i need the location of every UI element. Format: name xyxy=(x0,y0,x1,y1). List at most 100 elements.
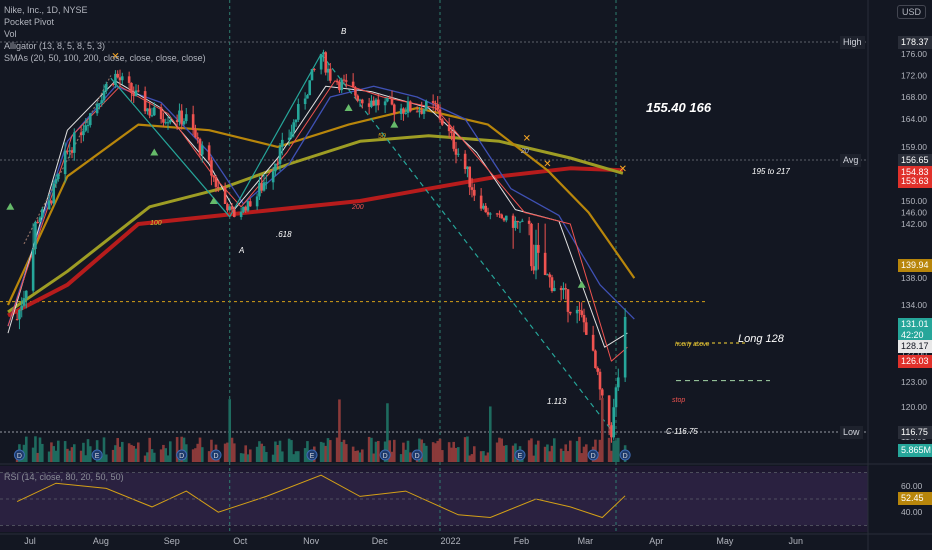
volume-bar xyxy=(367,436,371,462)
volume-bar xyxy=(152,452,156,462)
volume-bar xyxy=(598,439,602,462)
currency-button[interactable]: USD xyxy=(896,5,926,19)
volume-bar xyxy=(102,437,106,462)
volume-bar xyxy=(303,448,307,462)
volume-bar xyxy=(52,446,56,462)
volume-bar xyxy=(54,450,58,462)
candle-body xyxy=(306,95,309,99)
candle-body xyxy=(415,111,419,113)
candle-body xyxy=(511,215,515,228)
candle-body xyxy=(502,218,506,221)
volume-bar xyxy=(118,446,122,462)
candle-body xyxy=(607,395,611,426)
volume-bar xyxy=(232,443,236,462)
candle-body xyxy=(146,108,149,112)
legend-rsi: RSI (14, close, 80, 20, 50, 50) xyxy=(4,472,124,482)
volume-bar xyxy=(488,406,492,462)
candle-body xyxy=(548,274,552,278)
volume-bar xyxy=(111,449,115,462)
volume-bar xyxy=(466,436,469,462)
candle-body xyxy=(312,68,316,70)
candle-body xyxy=(258,183,261,197)
candle-body xyxy=(322,52,325,55)
candle-body xyxy=(488,213,492,215)
volume-bar xyxy=(150,449,154,462)
event-badge xyxy=(210,449,222,461)
pocket-pivot-marker xyxy=(577,280,586,288)
x-tick-label: Mar xyxy=(578,536,594,546)
candle-body xyxy=(200,145,204,155)
volume-bar xyxy=(388,440,392,462)
volume-bar xyxy=(198,437,202,462)
candle-body xyxy=(184,114,188,122)
volume-bar xyxy=(143,455,147,462)
legend-alligator[interactable]: Alligator (13, 8, 5, 8, 5, 3) xyxy=(4,41,106,51)
event-badge xyxy=(514,449,526,461)
price-tag-label: Avg xyxy=(840,154,862,167)
candle-body xyxy=(111,84,115,86)
candle-body xyxy=(383,101,387,106)
price-tag: 178.37 xyxy=(898,36,932,49)
candle-body xyxy=(484,205,488,213)
volume-bar xyxy=(575,441,579,462)
candle-body xyxy=(623,316,627,378)
volume-bar xyxy=(420,439,424,462)
candle-body xyxy=(294,119,298,123)
volume-bar xyxy=(504,445,508,462)
legend-symbol[interactable]: Nike, Inc., 1D, NYSE xyxy=(4,5,88,15)
wave-line-3 xyxy=(320,53,612,431)
event-badge xyxy=(176,449,188,461)
volume-bar xyxy=(290,440,293,462)
volume-bar xyxy=(40,443,44,462)
event-badge-letter: D xyxy=(179,453,184,460)
volume-bar xyxy=(164,448,168,462)
candle-body xyxy=(374,99,378,106)
volume-bar xyxy=(338,399,341,462)
candle-body xyxy=(598,371,602,390)
candle-body xyxy=(566,289,570,312)
candle-body xyxy=(463,153,467,170)
fib-618-annotation: .618 xyxy=(276,230,292,239)
candle-body xyxy=(498,213,501,215)
volume-bar xyxy=(580,453,584,462)
legend-vol[interactable]: Vol xyxy=(4,29,17,39)
volume-bar xyxy=(552,438,556,462)
rsi-legend[interactable]: RSI (14, close, 80, 20, 50, 50) xyxy=(4,471,124,483)
candle-body xyxy=(214,177,218,187)
volume-bar xyxy=(335,437,339,462)
candle-body xyxy=(575,309,579,314)
candle-body xyxy=(351,81,355,88)
price-tag: 52.45 xyxy=(898,492,932,505)
candle-body xyxy=(148,108,152,116)
candle-body xyxy=(31,249,35,291)
event-badge xyxy=(619,449,631,461)
candle-body xyxy=(246,201,250,211)
candle-body xyxy=(466,166,469,170)
candle-body xyxy=(120,76,124,81)
candle-body xyxy=(143,91,147,112)
legend-pocket-pivot[interactable]: Pocket Pivot xyxy=(4,17,55,27)
x-tick-label: Feb xyxy=(514,536,530,546)
candle-body xyxy=(82,130,85,136)
candle-body xyxy=(18,309,21,320)
candle-body xyxy=(434,103,437,105)
candle-body xyxy=(616,377,620,388)
candle-body xyxy=(500,214,504,219)
volume-bar xyxy=(566,451,570,462)
volume-bar xyxy=(319,441,323,462)
candle-body xyxy=(335,80,339,83)
volume-bar xyxy=(392,439,396,462)
volume-bar xyxy=(482,451,485,462)
candle-body xyxy=(438,109,442,120)
y-tick-label: 172.00 xyxy=(901,71,927,81)
volume-bar xyxy=(402,442,405,462)
volume-bar xyxy=(306,441,309,462)
candle-body xyxy=(255,196,259,207)
ma100-label: 100 xyxy=(150,220,162,227)
y-tick-label: 142.00 xyxy=(901,219,927,229)
x-tick-label: Aug xyxy=(93,536,109,546)
candle-body xyxy=(356,95,360,101)
event-badge-letter: E xyxy=(95,453,100,460)
legend-smas[interactable]: SMAs (20, 50, 100, 200, close, close, cl… xyxy=(4,53,206,63)
